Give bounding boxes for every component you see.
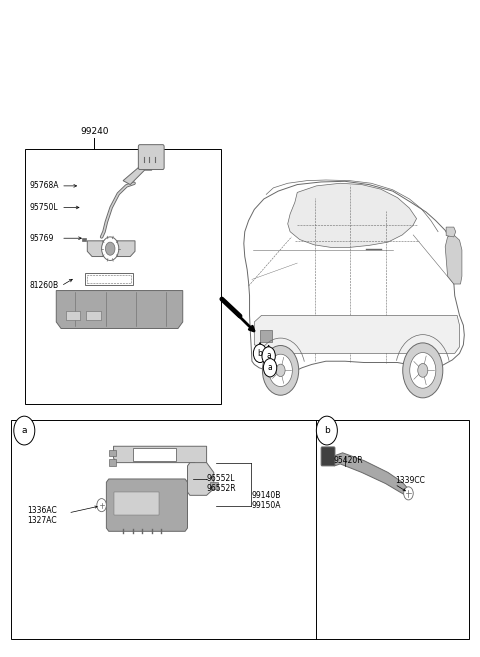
Text: 1336AC: 1336AC xyxy=(28,506,58,515)
Circle shape xyxy=(14,416,35,445)
Polygon shape xyxy=(114,446,206,469)
Text: 95769: 95769 xyxy=(29,234,53,242)
Circle shape xyxy=(106,242,115,255)
Bar xyxy=(66,311,80,320)
Bar xyxy=(86,311,101,320)
Text: 99150A: 99150A xyxy=(252,501,281,510)
Text: a: a xyxy=(266,351,271,361)
Text: 95420R: 95420R xyxy=(333,455,363,464)
Circle shape xyxy=(262,347,276,365)
Bar xyxy=(25,148,221,404)
Bar xyxy=(210,482,217,489)
Circle shape xyxy=(263,346,299,396)
Text: b: b xyxy=(324,426,330,435)
Bar xyxy=(260,330,272,342)
Bar xyxy=(114,492,159,515)
Polygon shape xyxy=(123,162,152,185)
Circle shape xyxy=(253,344,267,363)
Polygon shape xyxy=(288,183,417,248)
Polygon shape xyxy=(445,234,462,284)
Polygon shape xyxy=(87,241,135,256)
Circle shape xyxy=(404,487,413,500)
Text: 1327AC: 1327AC xyxy=(28,516,57,525)
Text: 96552L: 96552L xyxy=(206,474,235,484)
Bar xyxy=(109,459,116,466)
Text: 95750L: 95750L xyxy=(29,203,58,212)
Polygon shape xyxy=(107,479,188,532)
Polygon shape xyxy=(56,290,183,328)
Polygon shape xyxy=(330,453,409,496)
Text: 81260B: 81260B xyxy=(29,281,58,290)
Text: 1339CC: 1339CC xyxy=(395,476,425,485)
Circle shape xyxy=(264,359,277,377)
Text: 96552R: 96552R xyxy=(206,484,236,493)
Text: b: b xyxy=(258,349,263,358)
Text: a: a xyxy=(22,426,27,435)
Circle shape xyxy=(97,499,107,512)
Bar xyxy=(132,447,176,461)
Text: 99140B: 99140B xyxy=(252,491,281,500)
Circle shape xyxy=(418,363,428,377)
Bar xyxy=(87,275,131,283)
FancyBboxPatch shape xyxy=(138,145,164,170)
Circle shape xyxy=(316,416,337,445)
Bar xyxy=(85,273,132,284)
Text: 95768A: 95768A xyxy=(29,181,59,191)
FancyBboxPatch shape xyxy=(321,447,335,466)
Bar xyxy=(82,238,86,242)
Bar xyxy=(109,449,116,456)
Polygon shape xyxy=(446,227,456,237)
Text: a: a xyxy=(268,363,273,373)
Circle shape xyxy=(269,354,292,386)
Polygon shape xyxy=(188,463,214,495)
Circle shape xyxy=(410,353,436,388)
Circle shape xyxy=(102,237,119,260)
Text: 99240: 99240 xyxy=(80,127,108,136)
Polygon shape xyxy=(254,315,459,353)
Polygon shape xyxy=(244,181,464,371)
Bar xyxy=(11,420,469,639)
Circle shape xyxy=(276,364,285,376)
Circle shape xyxy=(403,343,443,398)
